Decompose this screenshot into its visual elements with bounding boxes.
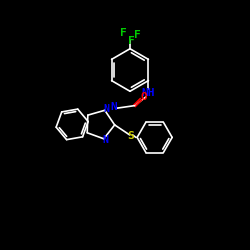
Text: S: S bbox=[128, 131, 134, 141]
Text: F: F bbox=[134, 30, 140, 40]
Text: F: F bbox=[120, 28, 127, 38]
Text: F: F bbox=[128, 36, 134, 46]
Text: NH: NH bbox=[142, 88, 155, 98]
Text: N: N bbox=[111, 102, 117, 112]
Text: O: O bbox=[140, 92, 147, 102]
Text: N: N bbox=[102, 135, 108, 145]
Text: N: N bbox=[103, 104, 109, 114]
